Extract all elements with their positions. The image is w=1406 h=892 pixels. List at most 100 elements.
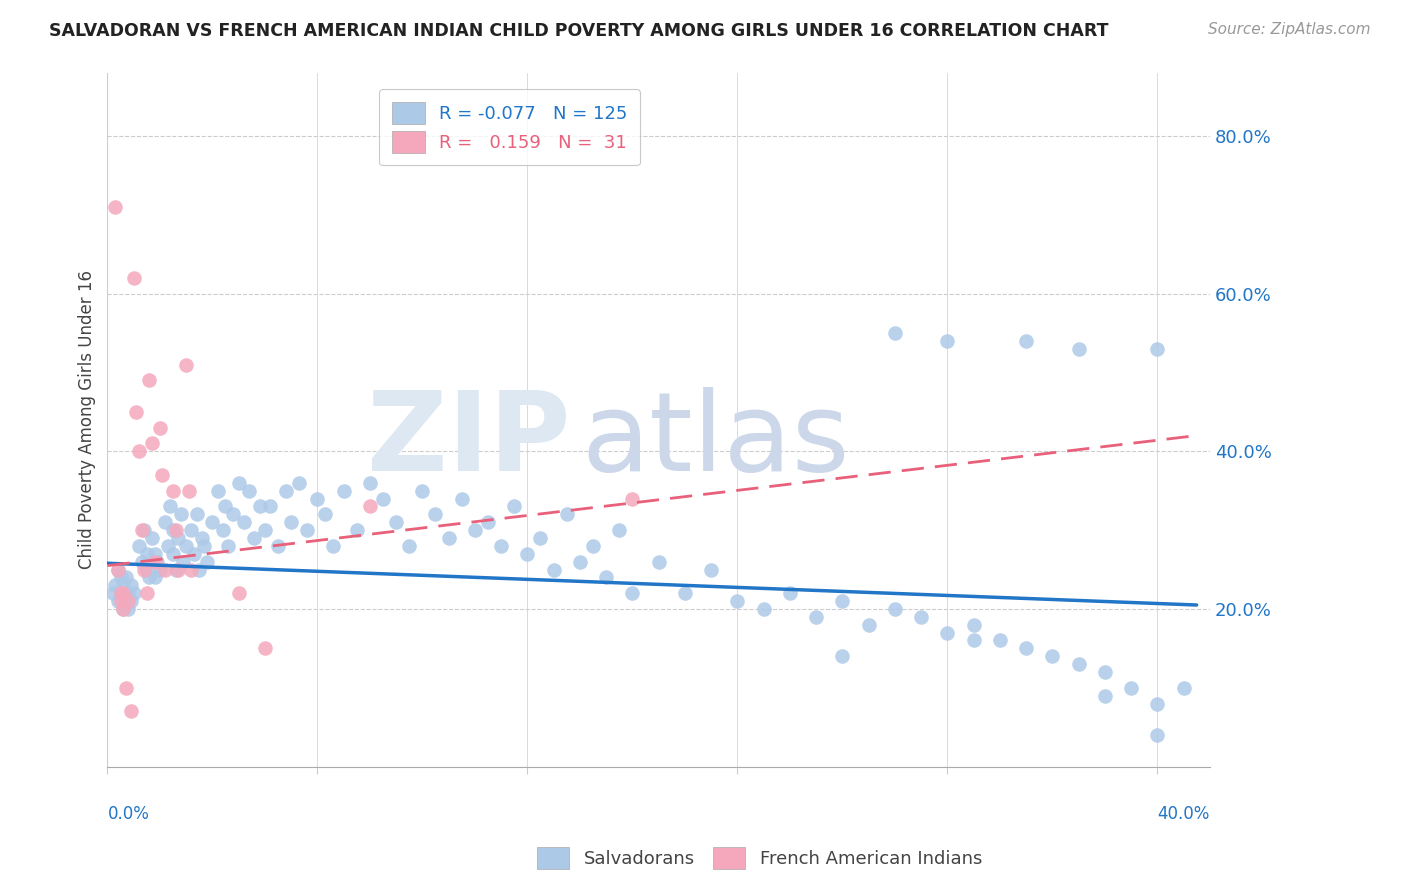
Point xyxy=(135,547,157,561)
Point xyxy=(543,563,565,577)
Point xyxy=(165,563,187,577)
Point xyxy=(149,563,172,577)
Point xyxy=(138,373,160,387)
Point xyxy=(322,539,344,553)
Point xyxy=(621,586,644,600)
Point xyxy=(489,539,512,553)
Point xyxy=(120,578,142,592)
Point xyxy=(725,594,748,608)
Point xyxy=(1094,665,1116,679)
Text: Source: ZipAtlas.com: Source: ZipAtlas.com xyxy=(1208,22,1371,37)
Point xyxy=(582,539,605,553)
Point xyxy=(936,625,959,640)
Point xyxy=(180,523,202,537)
Point xyxy=(222,508,245,522)
Point xyxy=(253,641,276,656)
Point xyxy=(503,500,526,514)
Point xyxy=(555,508,578,522)
Point xyxy=(259,500,281,514)
Point xyxy=(752,602,775,616)
Point xyxy=(425,508,447,522)
Point xyxy=(138,570,160,584)
Text: ZIP: ZIP xyxy=(367,387,571,494)
Point xyxy=(295,523,318,537)
Point xyxy=(883,602,905,616)
Point xyxy=(149,420,172,434)
Point xyxy=(162,483,184,498)
Point xyxy=(110,586,132,600)
Point xyxy=(122,271,145,285)
Point xyxy=(141,531,163,545)
Point xyxy=(288,475,311,490)
Point xyxy=(110,594,132,608)
Point xyxy=(1067,657,1090,672)
Point xyxy=(212,523,235,537)
Point xyxy=(174,539,197,553)
Point xyxy=(131,523,153,537)
Point xyxy=(125,405,148,419)
Point xyxy=(162,547,184,561)
Point xyxy=(162,523,184,537)
Point xyxy=(153,563,176,577)
Point xyxy=(195,555,218,569)
Text: atlas: atlas xyxy=(582,387,849,494)
Point xyxy=(1040,649,1063,664)
Point xyxy=(153,515,176,529)
Point xyxy=(936,334,959,348)
Point xyxy=(143,555,166,569)
Point xyxy=(228,586,250,600)
Point xyxy=(117,602,139,616)
Point xyxy=(165,523,187,537)
Point xyxy=(143,570,166,584)
Point xyxy=(858,617,880,632)
Point xyxy=(232,515,254,529)
Point xyxy=(243,531,266,545)
Point xyxy=(207,483,229,498)
Point xyxy=(177,483,200,498)
Point xyxy=(152,467,174,482)
Point xyxy=(804,610,827,624)
Point xyxy=(110,570,132,584)
Point xyxy=(107,594,129,608)
Legend: Salvadorans, French American Indians: Salvadorans, French American Indians xyxy=(527,838,991,879)
Point xyxy=(398,539,420,553)
Point xyxy=(143,547,166,561)
Point xyxy=(167,563,190,577)
Point xyxy=(131,555,153,569)
Point xyxy=(1015,334,1038,348)
Point xyxy=(249,500,271,514)
Point xyxy=(112,602,135,616)
Point xyxy=(101,586,124,600)
Point xyxy=(607,523,630,537)
Point xyxy=(464,523,486,537)
Point xyxy=(135,586,157,600)
Point xyxy=(114,594,136,608)
Point xyxy=(170,508,193,522)
Point xyxy=(1015,641,1038,656)
Point xyxy=(359,475,381,490)
Point xyxy=(346,523,368,537)
Point xyxy=(174,358,197,372)
Point xyxy=(516,547,538,561)
Point xyxy=(831,649,853,664)
Point xyxy=(107,563,129,577)
Point xyxy=(1146,728,1168,742)
Point xyxy=(128,539,150,553)
Point xyxy=(186,508,208,522)
Point xyxy=(529,531,551,545)
Point xyxy=(988,633,1011,648)
Point xyxy=(595,570,617,584)
Point xyxy=(191,531,214,545)
Point xyxy=(673,586,696,600)
Point xyxy=(201,515,224,529)
Point xyxy=(114,570,136,584)
Point xyxy=(120,594,142,608)
Point xyxy=(104,200,127,214)
Point xyxy=(114,586,136,600)
Text: 0.0%: 0.0% xyxy=(107,805,149,823)
Point xyxy=(385,515,408,529)
Point xyxy=(238,483,260,498)
Point xyxy=(135,563,157,577)
Point xyxy=(883,326,905,340)
Point xyxy=(114,681,136,695)
